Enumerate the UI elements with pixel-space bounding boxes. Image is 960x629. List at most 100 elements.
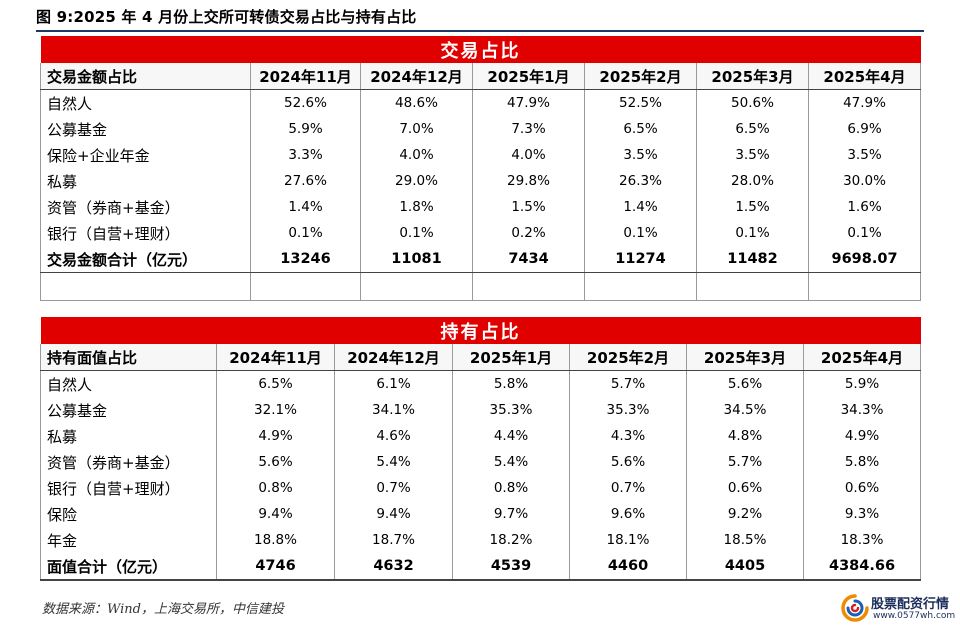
trade-cell: 1.5% xyxy=(472,194,585,220)
hold-column-header: 2025年2月 xyxy=(569,344,687,371)
trade-row-label: 银行（自营+理财） xyxy=(40,220,251,246)
trade-cell: 47.9% xyxy=(472,89,585,116)
trade-cell: 0.1% xyxy=(807,220,922,246)
trade-cell: 3.5% xyxy=(807,142,922,168)
trade-cell: 26.3% xyxy=(584,168,697,194)
trade-column-header: 2025年3月 xyxy=(696,63,809,90)
hold-header-row: 持有面值占比 2024年11月 2024年12月 2025年1月 2025年2月 2025… xyxy=(40,344,922,371)
trade-cell: 28.0% xyxy=(696,168,809,194)
hold-row: 银行（自营+理财） 0.8% 0.7% 0.8% 0.7% 0.6% 0.6% xyxy=(40,475,922,501)
hold-total-label: 面值合计（亿元） xyxy=(40,553,217,581)
hold-cell: 35.3% xyxy=(569,397,687,423)
trade-row: 公募基金 5.9% 7.0% 7.3% 6.5% 6.5% 6.9% xyxy=(40,116,922,142)
hold-total-cell: 4746 xyxy=(216,553,335,581)
trade-total-cell: 11482 xyxy=(696,246,809,273)
hold-cell: 9.4% xyxy=(216,501,335,527)
trade-cell: 6.9% xyxy=(807,116,922,142)
trade-cell: 1.5% xyxy=(696,194,809,220)
trade-total-cell: 7434 xyxy=(472,246,585,273)
trade-cell: 47.9% xyxy=(807,89,922,116)
hold-title-row: 持有占比 xyxy=(40,317,921,344)
trade-cell: 1.8% xyxy=(360,194,473,220)
trade-blank-cell xyxy=(696,272,809,301)
hold-cell: 0.8% xyxy=(216,475,335,501)
hold-total-cell: 4384.66 xyxy=(802,553,922,581)
trade-cell: 0.1% xyxy=(696,220,809,246)
hold-row: 自然人 6.5% 6.1% 5.8% 5.7% 5.6% 5.9% xyxy=(40,370,922,397)
hold-total-cell: 4460 xyxy=(569,553,687,581)
trade-row-label: 资管（券商+基金） xyxy=(40,194,251,220)
trade-cell: 6.5% xyxy=(584,116,697,142)
trade-cell: 3.5% xyxy=(584,142,697,168)
source-note: 数据来源：Wind，上海交易所，中信建投 xyxy=(42,602,284,617)
trade-cell: 52.5% xyxy=(584,89,697,116)
hold-cell: 5.8% xyxy=(452,370,570,397)
trade-cell: 0.1% xyxy=(360,220,473,246)
hold-cell: 34.3% xyxy=(802,397,922,423)
trade-cell: 4.0% xyxy=(360,142,473,168)
hold-cell: 18.3% xyxy=(802,527,922,553)
hold-row-label: 年金 xyxy=(40,527,217,553)
hold-row-label: 资管（券商+基金） xyxy=(40,449,217,475)
hold-cell: 9.2% xyxy=(686,501,804,527)
trade-cell: 4.0% xyxy=(472,142,585,168)
title-rule xyxy=(36,30,924,32)
hold-row: 保险 9.4% 9.4% 9.7% 9.6% 9.2% 9.3% xyxy=(40,501,922,527)
trade-total-label: 交易金额合计（亿元） xyxy=(40,246,251,273)
hold-cell: 9.6% xyxy=(569,501,687,527)
hold-cell: 4.6% xyxy=(334,423,453,449)
hold-cell: 9.4% xyxy=(334,501,453,527)
hold-cell: 6.5% xyxy=(216,370,335,397)
hold-cell: 5.6% xyxy=(216,449,335,475)
trade-column-header: 2025年1月 xyxy=(472,63,585,90)
trade-row-label: 私募 xyxy=(40,168,251,194)
trade-blank-row xyxy=(40,272,922,301)
trade-cell: 7.0% xyxy=(360,116,473,142)
hold-row: 年金 18.8% 18.7% 18.2% 18.1% 18.5% 18.3% xyxy=(40,527,922,553)
trade-total-cell: 9698.07 xyxy=(807,246,922,273)
hold-cell: 5.9% xyxy=(802,370,922,397)
trade-cell: 1.4% xyxy=(250,194,361,220)
holding-share-section: 持有占比 持有面值占比 2024年11月 2024年12月 2025年1月 2025年2月… xyxy=(40,317,922,581)
hold-cell: 5.7% xyxy=(569,370,687,397)
trade-column-header: 2025年4月 xyxy=(807,63,922,90)
trade-row: 自然人 52.6% 48.6% 47.9% 52.5% 50.6% 47.9% xyxy=(40,89,922,116)
trade-cell: 50.6% xyxy=(696,89,809,116)
trade-header-row: 交易金额占比 2024年11月 2024年12月 2025年1月 2025年2月 2025… xyxy=(40,63,922,90)
hold-cell: 18.1% xyxy=(569,527,687,553)
trade-cell: 52.6% xyxy=(250,89,361,116)
trade-cell: 0.1% xyxy=(250,220,361,246)
hold-cell: 4.4% xyxy=(452,423,570,449)
trade-cell: 29.8% xyxy=(472,168,585,194)
hold-cell: 34.1% xyxy=(334,397,453,423)
trade-blank-cell xyxy=(360,272,473,301)
hold-cell: 0.8% xyxy=(452,475,570,501)
trade-blank-cell xyxy=(40,272,251,301)
hold-row: 公募基金 32.1% 34.1% 35.3% 35.3% 34.5% 34.3% xyxy=(40,397,922,423)
trade-title-row: 交易占比 xyxy=(40,36,921,63)
trade-cell: 5.9% xyxy=(250,116,361,142)
hold-column-header: 2025年3月 xyxy=(686,344,804,371)
swirl-logo-icon xyxy=(841,594,869,622)
trade-title: 交易占比 xyxy=(40,36,921,63)
trade-row-label: 保险+企业年金 xyxy=(40,142,251,168)
hold-column-header: 2024年12月 xyxy=(334,344,453,371)
trade-cell: 29.0% xyxy=(360,168,473,194)
trade-share-table: 交易占比 交易金额占比 2024年11月 2024年12月 2025年1月 2025年2月… xyxy=(40,36,922,301)
trade-total-row: 交易金额合计（亿元） 13246 11081 7434 11274 11482 9698.0… xyxy=(40,246,922,273)
hold-cell: 4.9% xyxy=(216,423,335,449)
trade-row: 资管（券商+基金） 1.4% 1.8% 1.5% 1.4% 1.5% 1.6% xyxy=(40,194,922,220)
hold-cell: 4.9% xyxy=(802,423,922,449)
hold-total-cell: 4632 xyxy=(334,553,453,581)
hold-cell: 5.4% xyxy=(334,449,453,475)
hold-cell: 5.4% xyxy=(452,449,570,475)
trade-blank-cell xyxy=(584,272,697,301)
hold-row-label: 私募 xyxy=(40,423,217,449)
hold-cell: 35.3% xyxy=(452,397,570,423)
hold-cell: 32.1% xyxy=(216,397,335,423)
trade-cell: 6.5% xyxy=(696,116,809,142)
hold-column-header: 2025年4月 xyxy=(802,344,922,371)
hold-cell: 18.7% xyxy=(334,527,453,553)
hold-cell: 0.7% xyxy=(569,475,687,501)
trade-row: 银行（自营+理财） 0.1% 0.1% 0.2% 0.1% 0.1% 0.1% xyxy=(40,220,922,246)
